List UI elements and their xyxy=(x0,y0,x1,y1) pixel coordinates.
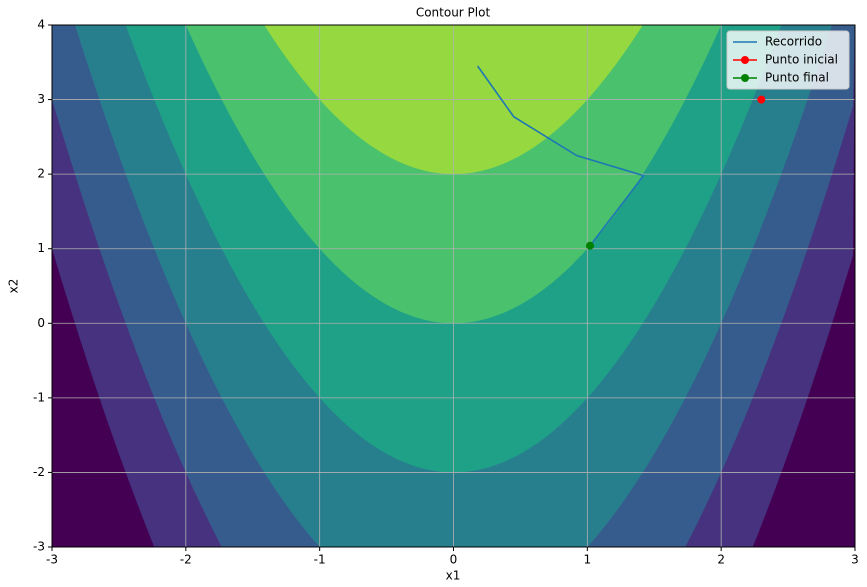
path-line xyxy=(476,65,645,247)
legend-label: Recorrido xyxy=(765,35,822,49)
axes-frame xyxy=(51,24,856,548)
point xyxy=(757,95,766,104)
legend-label: Punto inicial xyxy=(765,53,838,67)
y-tick-label: 4 xyxy=(37,18,45,32)
x-tick-label: 2 xyxy=(717,553,725,567)
chart-title: Contour Plot xyxy=(416,6,491,20)
legend-swatch xyxy=(741,56,749,64)
y-tick-label: 0 xyxy=(37,316,45,330)
y-tick-label: 3 xyxy=(37,92,45,106)
x-tick-label: -3 xyxy=(46,553,58,567)
y-axis-label: x2 xyxy=(7,279,21,294)
y-tick-label: 1 xyxy=(37,241,45,255)
x-tick-label: -1 xyxy=(314,553,326,567)
legend-box xyxy=(726,30,850,90)
x-axis-label: x1 xyxy=(446,569,461,583)
y-tick-label: -3 xyxy=(33,540,45,554)
legend-swatch xyxy=(741,74,749,82)
x-tick-label: 3 xyxy=(851,553,859,567)
y-tick-label: 2 xyxy=(37,167,45,181)
point xyxy=(586,241,595,250)
x-tick-label: -2 xyxy=(180,553,192,567)
x-tick-label: 0 xyxy=(450,553,458,567)
x-tick-label: 1 xyxy=(584,553,592,567)
legend-label: Punto final xyxy=(765,71,829,85)
y-tick-label: -1 xyxy=(33,390,45,404)
y-tick-label: -2 xyxy=(33,465,45,479)
